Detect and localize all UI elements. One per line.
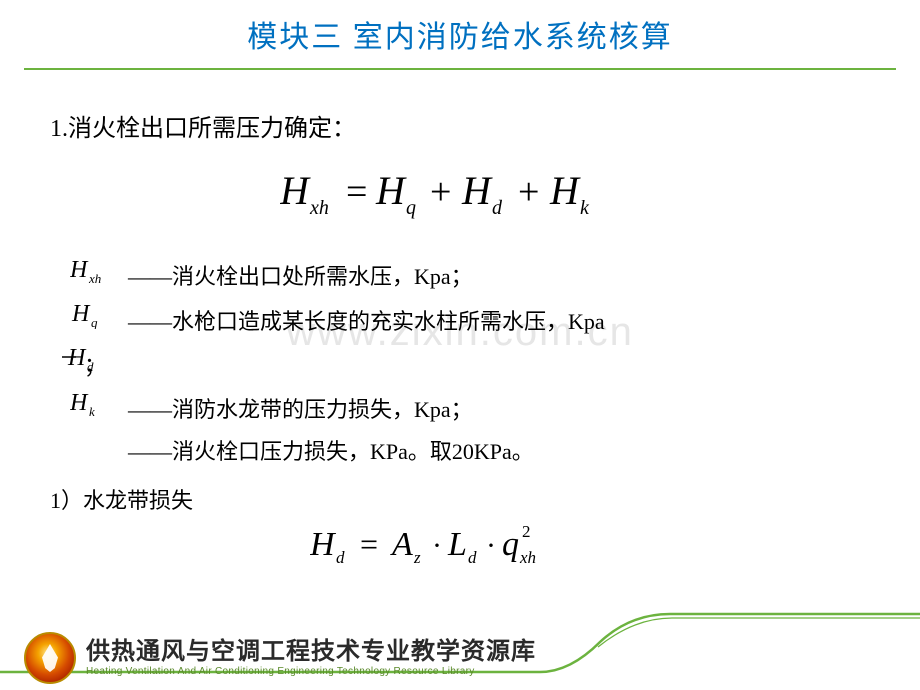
svg-text:H: H [280,168,311,213]
symbol-hk: Hk [70,390,128,430]
svg-text:H: H [71,301,91,327]
slide-content: 1.消火栓出口所需压力确定： Hxh = Hq + Hd + Hk Hxh ——… [0,70,920,581]
svg-text:d: d [336,548,345,567]
logo-chinese: 供热通风与空调工程技术专业教学资源库 [86,639,536,665]
svg-text:L: L [447,526,467,563]
symbol-hq: Hq [70,301,128,341]
svg-text:H: H [461,168,493,213]
svg-text:H: H [70,390,89,416]
svg-text:·: · [432,529,442,562]
svg-text:H: H [310,526,337,563]
svg-text:+: + [518,171,539,213]
sub-equation: Hd = Az · Ld · qxh 2 [50,521,870,581]
slide-footer: 供热通风与空调工程技术专业教学资源库 Heating Ventilation A… [0,612,920,690]
symbol-hxh: Hxh [70,257,128,297]
slide-header: 模块三 室内消防给水系统核算 [0,0,920,64]
svg-text:=: = [346,171,367,213]
svg-text:d: d [468,548,477,567]
flame-icon [40,644,60,672]
equation-hxh-svg: Hxh = Hq + Hd + Hk [280,166,640,222]
section-heading: 1.消火栓出口所需压力确定： [50,110,870,148]
definition-row: Hxh ——消火栓出口处所需水压，Kpa； [70,257,870,297]
svg-text:H: H [375,168,407,213]
definition-row: Hd ； [62,345,870,385]
footer-logo-block: 供热通风与空调工程技术专业教学资源库 Heating Ventilation A… [24,632,536,684]
slide-title: 模块三 室内消防给水系统核算 [0,12,920,56]
svg-text:A: A [390,526,413,563]
definition-list: Hxh ——消火栓出口处所需水压，Kpa； Hq ——水枪口造成某长度的充实水柱… [70,257,870,470]
svg-text:H: H [549,168,581,213]
svg-text:k: k [580,197,590,219]
definition-row: ——消火栓口压力损失，KPa。取20KPa。 [70,434,870,469]
definition-text: ——消防水龙带的压力损失，Kpa； [128,392,473,427]
subsection-heading: 1）水龙带损失 [50,483,870,518]
logo-text-block: 供热通风与空调工程技术专业教学资源库 Heating Ventilation A… [86,639,536,676]
definition-text: ——消火栓口压力损失，KPa。取20KPa。 [128,434,534,469]
svg-text:xh: xh [519,548,536,567]
logo-emblem [24,632,76,684]
definition-row: Hk ——消防水龙带的压力损失，Kpa； [70,390,870,430]
logo-english: Heating Ventilation And Air Conditioning… [86,666,536,677]
equation-hd-svg: Hd = Az · Ld · qxh 2 [310,521,610,571]
svg-text:=: = [360,526,378,562]
svg-text:xh: xh [88,271,101,285]
svg-text:+: + [430,171,451,213]
svg-text:q: q [406,197,416,219]
svg-text:q: q [91,315,98,329]
definition-text: ——消火栓出口处所需水压，Kpa； [128,259,473,294]
svg-text:q: q [502,526,519,563]
svg-text:H: H [70,257,89,283]
svg-text:xh: xh [309,197,329,219]
definition-text: ； [84,348,106,383]
main-equation: Hxh = Hq + Hd + Hk [50,166,870,232]
svg-text:z: z [413,548,421,567]
svg-text:k: k [89,404,95,418]
definition-row: Hq ——水枪口造成某长度的充实水柱所需水压，Kpa [70,301,870,341]
svg-text:·: · [486,529,496,562]
definition-text: ——水枪口造成某长度的充实水柱所需水压，Kpa [128,304,605,339]
svg-text:d: d [492,197,503,219]
svg-text:2: 2 [522,522,531,541]
